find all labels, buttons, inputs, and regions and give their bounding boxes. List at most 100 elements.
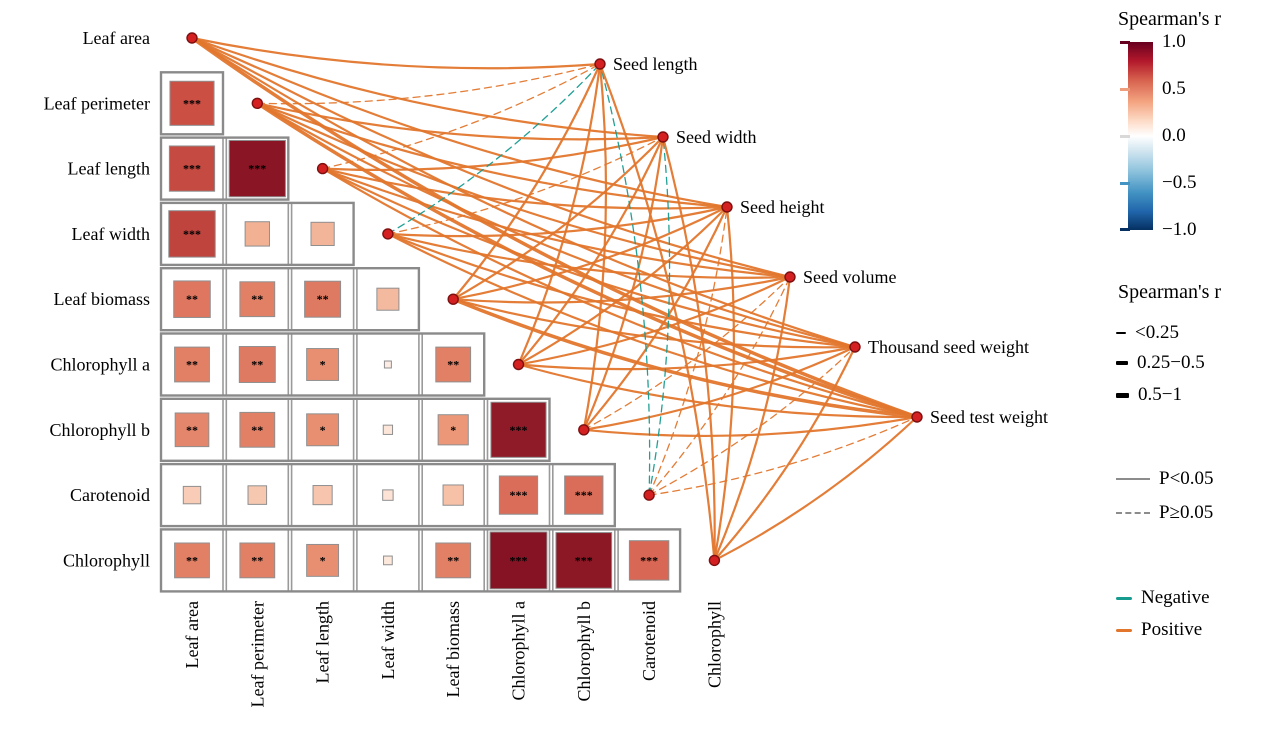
corr-square-leaf-length-leaf-area: [168, 145, 216, 192]
corr-square-carotenoid-chlorophyll-a: [498, 475, 539, 515]
edge-leaf-biomass-thousand-seed-weight: [452, 298, 857, 349]
sign-legend-item: Negative: [1116, 587, 1210, 609]
seed-label-thousand-seed-weight: Thousand seed weight: [868, 337, 1029, 357]
colorbar-tick-label: 0.5: [1162, 78, 1186, 99]
significance-stars: **: [317, 292, 329, 306]
col-label-leaf-perimeter: Leaf perimeter: [247, 601, 267, 707]
corr-square-carotenoid-leaf-width: [382, 489, 394, 501]
edge-leaf-area-seed-volume: [190, 36, 792, 279]
node-thousand-seed-weight: [849, 341, 861, 353]
significance-stars: *: [320, 423, 326, 437]
row-label-carotenoid: Carotenoid: [70, 485, 150, 505]
edge-chlorophyll-b-seed-test-weight: [582, 415, 919, 438]
node-seed-length: [594, 58, 606, 70]
significance-stars: ***: [510, 553, 528, 567]
col-label-chlorophyll-b: Chlorophyll b: [574, 601, 594, 702]
edge-leaf-perimeter-seed-volume: [256, 102, 792, 279]
edge-chlorophyll-thousand-seed-weight: [713, 345, 857, 562]
colorbar-gradient: [1128, 42, 1153, 230]
significance-stars: **: [251, 423, 263, 437]
colorbar-tick-label: 1.0: [1162, 31, 1186, 52]
corr-square-carotenoid-leaf-perimeter: [247, 485, 268, 505]
corr-square-leaf-biomass-leaf-length: [304, 280, 342, 318]
node-chlorophyll-a: [512, 358, 525, 371]
colorbar-tick-label: 0.0: [1162, 125, 1186, 146]
col-label-chlorophyll: Chlorophyll: [704, 601, 724, 688]
significance-stars: ***: [510, 423, 528, 437]
corr-square-carotenoid-leaf-biomass: [442, 484, 464, 506]
matrix-row-outline: [159, 201, 355, 267]
line-width-legend-item: <0.25: [1116, 322, 1179, 344]
corr-square-chlorophyll-a-leaf-perimeter: [238, 346, 276, 383]
col-label-chlorophyll-a: Chlorophyll a: [509, 601, 529, 701]
significance-stars: ***: [640, 553, 658, 567]
matrix-row-outline: [159, 332, 486, 397]
line-width-swatch-medium: [1116, 361, 1128, 365]
colorbar-tick-mark: [1120, 135, 1130, 138]
row-label-chlorophyll-b: Chlorophyll b: [49, 420, 150, 440]
corr-square-leaf-width-leaf-length: [310, 221, 335, 247]
corr-square-leaf-biomass-leaf-perimeter: [239, 281, 276, 318]
solid-line-swatch: [1116, 478, 1150, 480]
significance-stars: ***: [183, 96, 201, 110]
corr-square-leaf-biomass-leaf-width: [376, 287, 400, 311]
edge-leaf-biomass-seed-test-weight: [451, 297, 919, 419]
significance-stars: ***: [510, 488, 528, 502]
edge-carotenoid-seed-height: [648, 206, 728, 496]
colorbar-tick-mark: [1120, 228, 1130, 231]
edge-chlorophyll-a-seed-length: [517, 62, 602, 366]
corr-square-chlorophyll-b-leaf-width: [382, 424, 394, 435]
seed-label-seed-test-weight: Seed test weight: [930, 407, 1048, 427]
seed-label-seed-volume: Seed volume: [803, 267, 896, 287]
edge-leaf-area-seed-height: [190, 36, 729, 209]
node-leaf-area: [186, 32, 198, 44]
edge-chlorophyll-a-seed-test-weight: [517, 363, 919, 419]
significance-stars: ***: [183, 162, 201, 176]
corr-square-chlorophyll-a-leaf-width: [383, 360, 392, 369]
edge-leaf-perimeter-seed-height: [256, 102, 729, 209]
edge-chlorophyll-a-seed-width: [517, 135, 665, 366]
edge-chlorophyll-seed-length: [598, 62, 716, 562]
corr-square-carotenoid-chlorophyll-b: [564, 475, 604, 515]
row-label-chlorophyll-a: Chlorophyll a: [51, 355, 151, 375]
colorbar-tick-label: −0.5: [1162, 172, 1197, 193]
significance-stars: **: [251, 553, 263, 567]
edge-carotenoid-seed-test-weight: [648, 416, 918, 496]
pvalue-legend-item: P<0.05: [1116, 468, 1214, 490]
edge-leaf-area-seed-width: [190, 36, 665, 139]
node-carotenoid: [643, 489, 655, 501]
significance-stars: *: [450, 423, 456, 437]
edge-leaf-width-seed-volume: [386, 232, 792, 279]
significance-stars: **: [186, 423, 198, 437]
negative-color-swatch: [1116, 596, 1132, 600]
edge-leaf-length-seed-height: [321, 167, 729, 210]
significance-stars: ***: [248, 162, 266, 176]
significance-stars: **: [447, 358, 459, 372]
edge-chlorophyll-seed-height: [713, 205, 735, 562]
seed-label-seed-height: Seed height: [740, 197, 824, 217]
edge-leaf-biomass-seed-length: [452, 62, 602, 301]
node-chlorophyll-b: [578, 424, 590, 436]
significance-stars: ***: [575, 488, 593, 502]
corr-square-leaf-perimeter-leaf-area: [169, 80, 215, 126]
line-width-label: <0.25: [1135, 322, 1179, 343]
colorbar-tick-mark: [1120, 88, 1130, 91]
corr-square-chlorophyll-leaf-length: [306, 543, 340, 577]
line-width-label: 0.25−0.5: [1137, 352, 1205, 373]
edge-leaf-biomass-seed-volume: [452, 275, 792, 304]
edge-leaf-length-seed-test-weight: [321, 167, 919, 419]
corr-square-chlorophyll-a-leaf-area: [174, 346, 210, 383]
edge-carotenoid-seed-length: [599, 63, 651, 496]
line-width-legend-title: Spearman's r: [1118, 281, 1222, 303]
edge-chlorophyll-a-seed-volume: [517, 275, 792, 366]
col-label-leaf-width: Leaf width: [378, 601, 398, 679]
node-chlorophyll: [708, 554, 721, 567]
significance-stars: **: [447, 553, 459, 567]
significance-stars: *: [320, 553, 326, 567]
col-label-leaf-biomass: Leaf biomass: [443, 601, 463, 697]
line-width-label: 0.5−1: [1138, 384, 1182, 405]
edge-leaf-area-thousand-seed-weight: [190, 36, 857, 349]
corr-square-leaf-width-leaf-area: [168, 210, 216, 258]
sign-legend-item: Positive: [1116, 619, 1202, 641]
colorbar-tick-mark: [1120, 41, 1130, 44]
